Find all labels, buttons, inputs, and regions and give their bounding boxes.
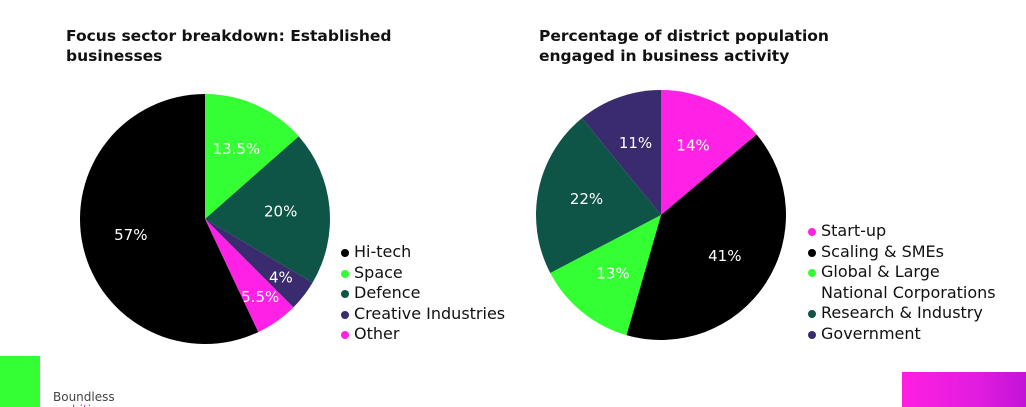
pie-slice-label: 13.5% [212, 140, 260, 158]
legend-item: Creative Industries [341, 304, 505, 325]
pie-slice-hi-tech [79, 94, 259, 344]
legend-dot [341, 290, 349, 298]
legend-item: Research & Industry [808, 303, 996, 324]
pie-slice-label: 22% [570, 190, 603, 208]
chart1-title: Focus sector breakdown: Established busi… [66, 27, 392, 65]
legend-item: Defence [341, 283, 505, 304]
pie-slice-label: 41% [708, 247, 741, 265]
legend-dot [808, 269, 816, 277]
pie-slice-other [205, 219, 294, 333]
legend-dot [808, 228, 816, 236]
pie-slice-global-large-national-corporations [550, 215, 661, 336]
legend-label: Other [354, 324, 400, 343]
legend-dot [341, 310, 349, 319]
pie-slice-government [581, 90, 661, 215]
legend-label: Start-up [821, 221, 887, 240]
pie-slice-space [205, 94, 299, 219]
legend-dot [808, 310, 816, 318]
legend-dot [341, 331, 349, 339]
pie-slice-label: 4% [269, 268, 293, 286]
pie-slice-start-up [661, 90, 757, 215]
chart2-legend: Start-up Scaling & SMEs Global & Large N… [808, 221, 996, 344]
legend-item: Other [341, 324, 505, 345]
legend-label: Defence [354, 283, 421, 302]
legend-item: Hi-tech [341, 242, 505, 263]
chart2-pie: 14% 41% 13% 22% 11% [535, 90, 786, 340]
legend-dot [341, 249, 349, 257]
legend-label: Space [354, 262, 403, 282]
legend-dot [808, 248, 816, 257]
brand-logo-text: Boundless [53, 390, 115, 404]
legend-label: Research & Industry [821, 303, 983, 322]
legend-label: Government [821, 323, 921, 343]
chart1-pie: 13.5% 20% 4% 5.5% 57% [79, 94, 330, 344]
pie-slice-label: 11% [619, 134, 652, 152]
legend-dot [341, 269, 349, 278]
legend-label: Creative Industries [354, 303, 506, 323]
chart1-legend: Hi-tech Space Defence Creative Industrie… [341, 242, 505, 345]
pie-slice-research-industry [535, 118, 661, 273]
accent-block-left [0, 356, 40, 407]
legend-dot [808, 330, 816, 339]
pie-slice-creative-industries [205, 219, 313, 308]
pie-slice-defence [205, 136, 330, 283]
pie-slice-label: 57% [114, 226, 147, 244]
legend-item: Global & Large National Corporations [808, 262, 996, 303]
brand-logo-subtext: ambition [53, 403, 123, 407]
pie-slice-label: 13% [596, 264, 629, 282]
legend-item: Government [808, 324, 996, 345]
pie-slice-label: 20% [264, 202, 297, 220]
legend-label: Scaling & SMEs [821, 241, 944, 261]
legend-item: Scaling & SMEs [808, 242, 996, 263]
pie-slice-label: 14% [676, 137, 709, 155]
pie-slice-scaling-smes [626, 134, 786, 340]
legend-item: Start-up [808, 221, 996, 242]
legend-label: Hi-tech [354, 242, 412, 261]
pie-slice-label: 5.5% [241, 288, 279, 306]
accent-block-right [902, 372, 1026, 407]
legend-label: Global & Large National Corporations [821, 262, 996, 302]
legend-item: Space [341, 263, 505, 284]
chart2-title: Percentage of district population engage… [539, 27, 829, 65]
